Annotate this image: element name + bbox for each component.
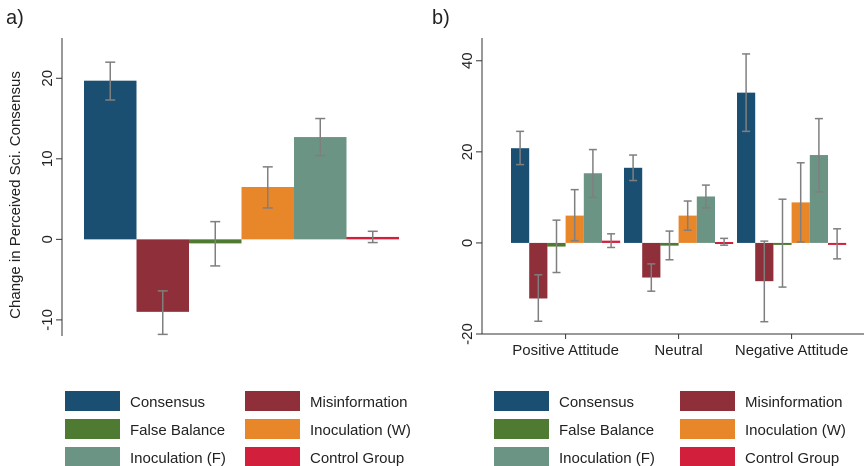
panel-b-axes: -20 0 20 40	[459, 38, 864, 345]
legend-swatch-control-group	[245, 447, 300, 466]
legend-swatch-inoculation-w	[245, 419, 300, 439]
panel-b-y-tick-label: 0	[459, 239, 476, 247]
bar-consensus	[84, 80, 137, 240]
panel-a-y-axis-label: Change in Perceived Sci. Consensus	[7, 71, 24, 319]
legend-label-false-balance: False Balance	[559, 422, 654, 439]
panel-b-y-tick-label: 40	[459, 52, 476, 69]
bar-inoculation-f-neutral	[696, 196, 715, 243]
legend-swatch-misinformation	[680, 391, 735, 411]
legend-label-misinformation: Misinformation	[745, 394, 843, 411]
bar-consensus-neutral	[624, 167, 643, 243]
category-label-positive-attitude: Positive Attitude	[512, 342, 619, 359]
bar-misinformation-neutral	[642, 242, 661, 278]
legend-label-inoculation-f: Inoculation (F)	[130, 450, 226, 466]
panel-a-axes: -10 0 10 20	[39, 38, 63, 336]
panel-b-category-labels: Positive Attitude Neutral Negative Attitud…	[512, 334, 848, 359]
legend-swatch-consensus	[494, 391, 549, 411]
legend-label-inoculation-w: Inoculation (W)	[310, 422, 411, 439]
legend-swatch-false-balance	[65, 419, 120, 439]
panel-a-y-tick-label: -10	[39, 309, 56, 331]
legend-label-consensus: Consensus	[559, 394, 634, 411]
panel-a-bars	[84, 61, 399, 336]
panel-a-y-tick-label: 10	[39, 150, 56, 167]
panel-b-y-tick-label: 20	[459, 144, 476, 161]
panel-a-y-tick-label: 0	[39, 235, 56, 243]
legend-swatch-false-balance	[494, 419, 549, 439]
legend-swatch-misinformation	[245, 391, 300, 411]
legend-label-false-balance: False Balance	[130, 422, 225, 439]
panel-a-y-tick-label: 20	[39, 70, 56, 87]
bar-inoculation-f-negative-attitude	[809, 155, 828, 243]
category-label-neutral: Neutral	[654, 342, 702, 359]
panel-a-chart: a) Change in Perceived Sci. Consensus -1…	[6, 7, 399, 336]
legend-swatch-control-group	[680, 447, 735, 466]
legend-label-control-group: Control Group	[745, 450, 839, 466]
legend-label-misinformation: Misinformation	[310, 394, 408, 411]
panel-b-label: b)	[432, 7, 450, 29]
bar-consensus-negative-attitude	[737, 92, 756, 243]
legend-swatch-inoculation-w	[680, 419, 735, 439]
panel-b-chart: b) -20 0 20 40 Positive Attitude Neutral Nega…	[432, 7, 864, 359]
legend-label-inoculation-w: Inoculation (W)	[745, 422, 846, 439]
category-label-negative-attitude: Negative Attitude	[735, 342, 848, 359]
panel-b-legend: Consensus Misinformation False Balance Inoc…	[494, 391, 846, 466]
bar-inoculation-f-positive-attitude	[583, 173, 602, 243]
legend-swatch-consensus	[65, 391, 120, 411]
legend-label-control-group: Control Group	[310, 450, 404, 466]
panel-a-legend: Consensus Misinformation False Balance Inoc…	[65, 391, 411, 466]
bar-consensus-positive-attitude	[511, 148, 530, 243]
legend-label-inoculation-f: Inoculation (F)	[559, 450, 655, 466]
legend-label-consensus: Consensus	[130, 394, 205, 411]
legend-swatch-inoculation-f	[65, 447, 120, 466]
panel-a-label: a)	[6, 7, 24, 29]
bar-misinformation-positive-attitude	[529, 242, 548, 299]
panel-b-bars	[511, 53, 847, 323]
legend-swatch-inoculation-f	[494, 447, 549, 466]
panel-b-y-tick-label: -20	[459, 323, 476, 345]
